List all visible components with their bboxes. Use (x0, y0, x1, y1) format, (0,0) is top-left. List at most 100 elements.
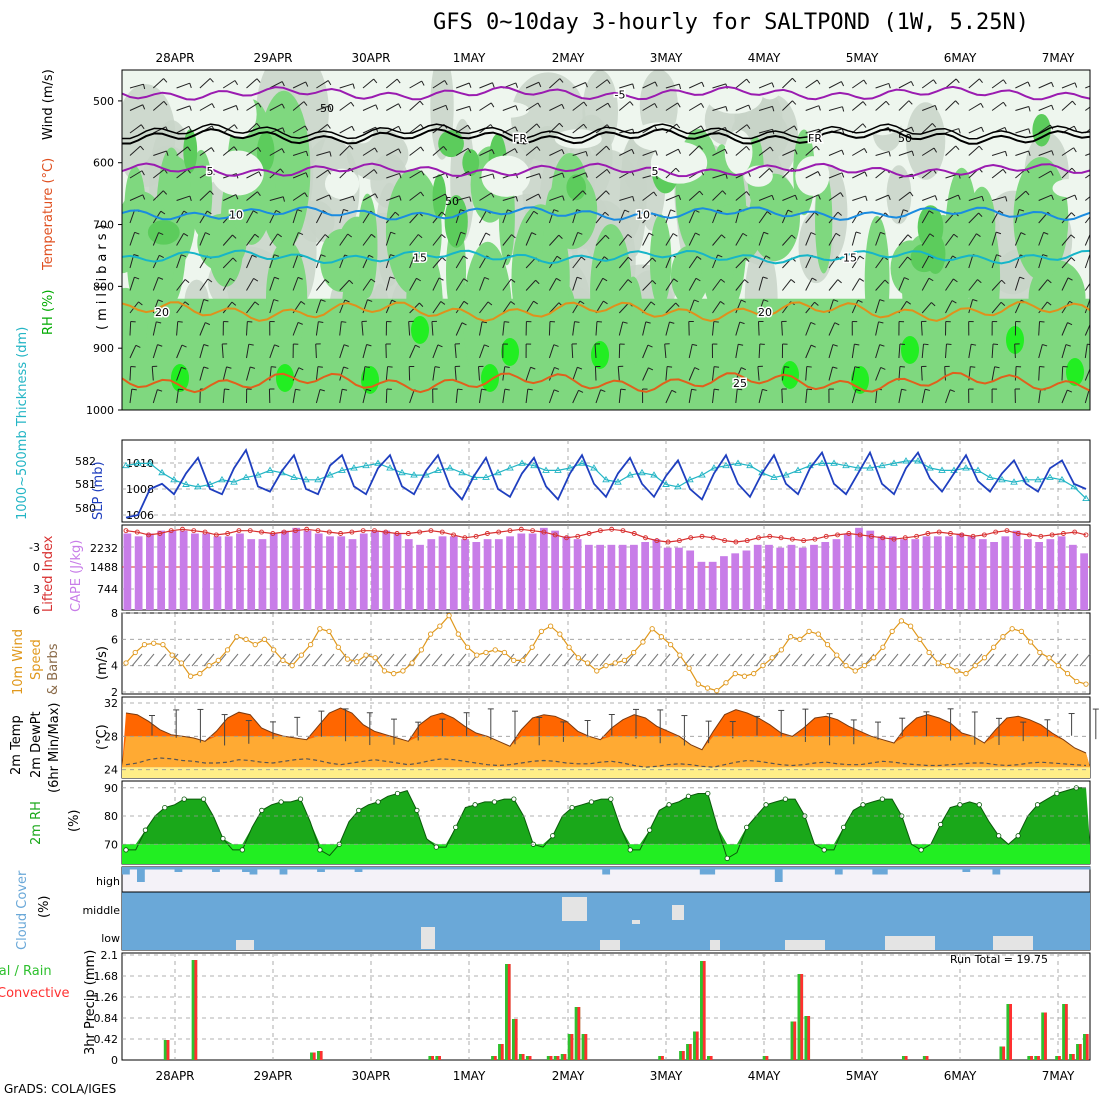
wind10-barb (791, 653, 803, 667)
wind-barb-feather (972, 299, 978, 302)
thickness-point (650, 471, 658, 478)
cape-bar (922, 536, 931, 610)
cloud-high-bar (362, 867, 370, 870)
thickness-point (926, 464, 934, 471)
cape-bar (956, 533, 965, 610)
wind-barb (875, 344, 881, 359)
wind-barb (921, 210, 930, 224)
wind-barb-feather (421, 80, 425, 86)
wind-barb-feather (585, 172, 588, 178)
wind-barb-feather (156, 321, 162, 324)
wind-barb-feather (138, 301, 143, 306)
wind-barb-feather (907, 234, 912, 239)
wind-barb-feather (627, 256, 633, 261)
wind-barb (549, 148, 563, 156)
wind-barb-feather (996, 254, 1002, 257)
wind10-barb (407, 653, 419, 667)
cloud-high-bar (729, 867, 738, 870)
wind-barb (362, 344, 368, 359)
thickness-point (842, 461, 850, 469)
wind-barb (246, 278, 255, 291)
wind-barb (735, 257, 746, 269)
rh2m-point (123, 847, 129, 853)
cape-bar (168, 530, 177, 610)
temp-tick-label: 24 (104, 764, 118, 777)
thickness-point (542, 466, 550, 473)
date-bottom-label: 4MAY (748, 1069, 781, 1083)
wind-barb-feather (441, 234, 446, 239)
wind10-point (861, 663, 868, 669)
thickness-point (482, 473, 490, 480)
date-bottom-label: 2MAY (552, 1069, 585, 1083)
wind-barb (432, 277, 440, 291)
wind-barb-feather (834, 322, 840, 326)
wind-barb-feather (885, 100, 890, 106)
cloud-high-bar (369, 867, 378, 870)
li-point (168, 528, 174, 534)
wind-barb (525, 257, 537, 269)
thickness-point (1046, 473, 1054, 480)
precip-panel: 2.11.681.260.840.420 (94, 949, 1091, 1067)
wind-barb-feather (655, 150, 658, 156)
thickness-point (554, 466, 562, 473)
wind-barb (688, 367, 696, 381)
wind-barb (199, 255, 208, 269)
cloud-high-bar (782, 867, 791, 870)
wind-barb (176, 367, 182, 381)
cape-bar (506, 536, 514, 610)
wind10-barb (419, 653, 431, 667)
wind-barb (479, 102, 492, 111)
wind-barb (851, 255, 861, 269)
cloud-high-bar (534, 867, 543, 870)
wind-barb (991, 231, 997, 246)
wind-barb (222, 146, 235, 156)
wind10-barb (695, 653, 707, 667)
wind-barb-feather (211, 147, 215, 153)
rh-bright-blob (591, 341, 609, 369)
wind-barb-feather (980, 103, 984, 108)
thickness-point (314, 475, 322, 483)
wind10-point (391, 670, 397, 677)
wind-barb-feather (745, 146, 750, 151)
cape-bar (607, 544, 616, 610)
wind-barb-feather (536, 146, 541, 151)
wind10-barb (959, 653, 971, 667)
wind-barb (129, 232, 136, 246)
date-bottom-label: 3MAY (650, 1069, 683, 1083)
wind-barb-feather (605, 190, 610, 195)
rh-light-blob (219, 89, 257, 139)
cape-bar (855, 527, 863, 610)
wind-barb-feather (811, 277, 817, 281)
thickness-point (770, 473, 778, 480)
wind-barb-feather (1047, 301, 1052, 306)
wind-barb-feather (746, 78, 751, 84)
wind-barb-feather (224, 388, 230, 391)
thickness-point (1010, 478, 1018, 485)
wind10-point (271, 647, 277, 653)
cloud-clear-gap (562, 897, 587, 921)
wind-barb (758, 82, 773, 89)
li-point (823, 533, 829, 539)
cape-bar (382, 530, 391, 610)
cape-bar (438, 536, 447, 610)
temp-label-3: (6hr Min/Max) (47, 703, 62, 793)
wind-barb-feather (648, 232, 654, 236)
wind-barb-feather (1071, 212, 1076, 217)
wind-barb-feather (206, 210, 212, 215)
wind10-barb (875, 653, 887, 667)
wind-barb (712, 83, 727, 89)
wind10-point (372, 655, 378, 661)
precip-convective-bar (166, 1040, 170, 1060)
wind-barb (991, 168, 1004, 179)
cloud-high-bar (804, 867, 813, 870)
rh2m-point (685, 793, 692, 799)
cloud-clear-gap (785, 940, 825, 950)
cloud-high-bar (399, 867, 408, 870)
thickness-point (266, 466, 274, 473)
wind-barb (339, 145, 350, 156)
cape-tick-label: 2232 (90, 542, 118, 555)
wind-barb (176, 389, 179, 404)
wind-barb-feather (1097, 170, 1100, 174)
temp-label-2: 2m DewPt (29, 711, 44, 778)
wind-barb-feather (904, 277, 910, 281)
